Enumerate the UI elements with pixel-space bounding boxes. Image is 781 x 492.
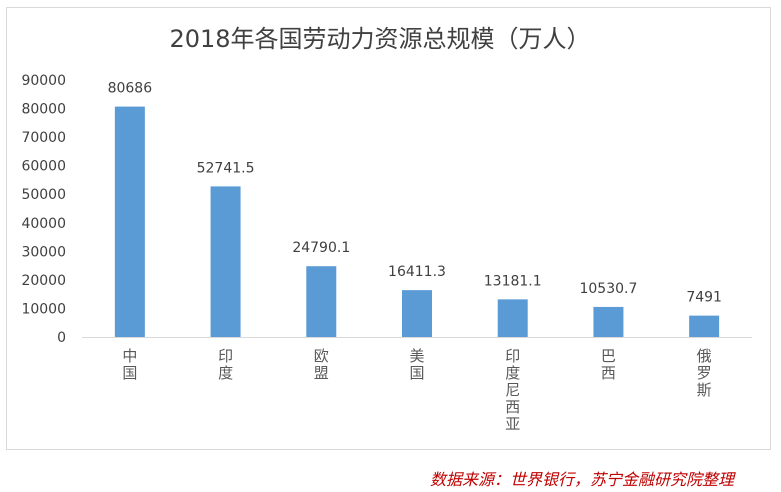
y-tick-label: 50000 <box>21 187 66 203</box>
data-label: 16411.3 <box>388 264 446 280</box>
y-tick-label: 70000 <box>21 130 66 146</box>
source-note: 数据来源：世界银行，苏宁金融研究院整理 <box>430 470 735 489</box>
bar <box>210 186 241 337</box>
data-label: 10530.7 <box>579 281 637 297</box>
category-label: 巴西 <box>601 347 616 382</box>
bar <box>114 106 145 337</box>
category-label: 美国 <box>409 347 424 382</box>
category-label: 中国 <box>122 347 137 382</box>
category-label: 印度 <box>218 347 233 382</box>
chart-title: 2018年各国劳动力资源总规模（万人） <box>169 25 590 53</box>
bar-chart: 2018年各国劳动力资源总规模（万人） 0 10000 20000 30000 4000… <box>21 25 752 433</box>
y-tick-label: 80000 <box>21 102 66 118</box>
data-label: 7491 <box>686 290 722 306</box>
y-tick-label: 10000 <box>21 301 66 317</box>
data-label: 52741.5 <box>197 160 255 176</box>
y-tick-label: 20000 <box>21 273 66 289</box>
data-label: 13181.1 <box>484 273 542 289</box>
category-labels: 中国 印度 欧盟 美国 印度尼西亚 巴西 俄罗斯 <box>122 347 711 433</box>
y-tick-label: 40000 <box>21 216 66 232</box>
y-axis-ticks: 0 10000 20000 30000 40000 50000 60000 70000 8000… <box>21 73 66 346</box>
y-tick-label: 60000 <box>21 159 66 175</box>
category-label: 欧盟 <box>314 347 329 382</box>
bar <box>306 266 337 337</box>
category-label: 印度尼西亚 <box>505 347 520 433</box>
data-label: 80686 <box>108 81 153 97</box>
y-tick-label: 0 <box>57 330 66 346</box>
bar <box>402 290 432 337</box>
bar <box>497 299 528 337</box>
data-labels: 80686 52741.5 24790.1 16411.3 13181.1 10530.7… <box>108 81 722 306</box>
bar <box>689 315 720 337</box>
y-tick-label: 90000 <box>21 73 66 89</box>
y-tick-label: 30000 <box>21 244 66 260</box>
bars <box>114 106 720 337</box>
category-label: 俄罗斯 <box>697 347 712 399</box>
data-label: 24790.1 <box>292 240 350 256</box>
bar <box>593 306 624 337</box>
